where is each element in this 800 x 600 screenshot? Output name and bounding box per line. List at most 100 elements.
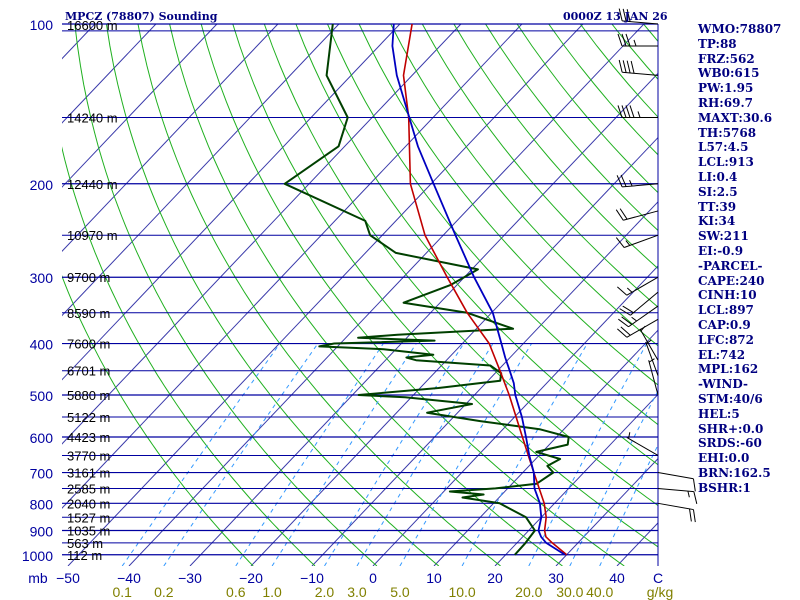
dry-adiabat-line xyxy=(295,24,658,466)
height-label: 7600 m xyxy=(67,337,110,352)
pressure-label: 800 xyxy=(30,496,54,512)
isotherm-line xyxy=(62,24,157,124)
stat-cinh: CINH:10 xyxy=(698,288,757,303)
mixing-ratio-line xyxy=(235,343,384,566)
stat-lfc: LFC:872 xyxy=(698,332,754,347)
parcel-trace xyxy=(402,24,568,556)
stat-parcel-header: -PARCEL- xyxy=(698,258,763,273)
mixing-ratio-tick-label: 3.0 xyxy=(347,584,367,600)
stat-th: TH:5768 xyxy=(698,125,757,140)
wind-barb xyxy=(617,318,659,338)
isotherm-line xyxy=(62,24,218,188)
sounding-traces xyxy=(283,24,570,556)
stability-index-panel: WMO:78807 TP:88 FRZ:562 WB0:615 PW:1.95 … xyxy=(698,22,798,496)
mixing-ratio-line xyxy=(356,343,494,566)
mixing-ratio-line xyxy=(121,343,281,566)
height-label: 4423 m xyxy=(67,430,110,445)
dry-adiabat-line xyxy=(74,24,378,566)
stat-frz: FRZ:562 xyxy=(698,51,755,66)
height-label: 1035 m xyxy=(67,523,110,538)
dry-adiabat-line xyxy=(169,24,563,566)
isotherm-line xyxy=(62,24,462,445)
wind-barb xyxy=(619,291,659,316)
wind-barb xyxy=(657,487,698,504)
temperature-tick-label: 30 xyxy=(548,570,564,586)
wind-barb xyxy=(617,105,658,118)
isotherm-line xyxy=(433,329,658,566)
mixing-ratio-line xyxy=(163,343,319,566)
dewpoint-trace xyxy=(283,24,570,556)
sounding-time: 0000Z 13 JAN 26 xyxy=(563,10,668,23)
wind-barb xyxy=(615,208,659,221)
height-label: 1527 m xyxy=(67,510,110,525)
axis-unit-label: mb xyxy=(28,570,48,586)
isotherm-line xyxy=(555,457,658,566)
stat-cap: CAP:0.9 xyxy=(698,317,751,332)
dry-adiabat-line xyxy=(62,275,254,566)
mixing-ratio-tick-label: 0.1 xyxy=(112,584,132,600)
stat-rh: RH:69.7 xyxy=(698,95,753,110)
dry-adiabat-line xyxy=(327,24,658,426)
stat-shr: SHR+:0.0 xyxy=(698,421,764,436)
stat-maxt: MAXT:30.6 xyxy=(698,110,773,125)
stat-ehi: EHI:0.0 xyxy=(698,451,750,466)
isobar-lines xyxy=(62,23,659,566)
wind-barb xyxy=(645,339,659,376)
isotherm-line xyxy=(62,24,523,509)
isotherm-line xyxy=(62,24,401,381)
temperature-unit-label: C xyxy=(653,570,663,586)
stat-tt: TT:39 xyxy=(698,199,737,214)
dry-adiabat-line xyxy=(453,24,658,270)
dry-adiabat-line xyxy=(200,24,625,566)
isotherm-line xyxy=(62,24,279,252)
mixing-ratio-line xyxy=(599,443,658,566)
temperature-tick-label: 20 xyxy=(487,570,503,586)
mixing-ratio-tick-label: 10.0 xyxy=(448,584,475,600)
isotherm-line xyxy=(128,24,645,566)
height-label: 14240 m xyxy=(67,110,118,125)
dry-adiabat-line xyxy=(358,24,658,386)
stat-ki: KI:34 xyxy=(698,214,736,229)
isotherm-line xyxy=(67,24,584,566)
stat-stm: STM:40/6 xyxy=(698,391,763,406)
stat-hel: HEL:5 xyxy=(698,406,740,421)
pressure-label: 700 xyxy=(30,466,54,482)
pressure-label: 1000 xyxy=(22,548,53,564)
stat-cape: CAPE:240 xyxy=(698,273,765,288)
wind-barb xyxy=(617,33,658,47)
wind-barbs xyxy=(615,8,698,523)
height-label: 2040 m xyxy=(67,496,110,511)
stat-wmo: WMO:78807 xyxy=(698,22,782,36)
pressure-label: 100 xyxy=(30,17,54,33)
isotherm-line xyxy=(62,24,340,317)
station-title: MPCZ (78807) Sounding xyxy=(65,10,218,23)
stat-lcl: LCL:913 xyxy=(698,155,754,170)
mixing-ratio-line xyxy=(528,343,648,566)
pressure-label: 900 xyxy=(30,523,54,539)
height-label: 8590 m xyxy=(67,306,110,321)
dry-adiabat-line xyxy=(105,24,440,566)
pressure-label: 200 xyxy=(30,177,54,193)
height-label: 10970 m xyxy=(67,228,118,243)
isotherm-line xyxy=(494,393,658,566)
wind-barb xyxy=(618,59,659,76)
dry-adiabat-line xyxy=(62,146,316,566)
temperature-tick-label: −50 xyxy=(56,570,80,586)
wind-barb xyxy=(617,276,659,296)
wind-barb xyxy=(657,502,696,523)
temperature-tick-label: 0 xyxy=(369,570,377,586)
stat-wind-header: -WIND- xyxy=(698,377,748,392)
height-label: 5122 m xyxy=(67,410,110,425)
isotherm-line xyxy=(372,265,658,566)
stat-tp: TP:88 xyxy=(698,36,737,51)
wind-barb xyxy=(615,234,659,248)
stat-pw: PW:1.95 xyxy=(698,81,754,96)
dry-adiabat-line xyxy=(390,24,658,347)
height-label: 3770 m xyxy=(67,448,110,463)
pressure-label: 400 xyxy=(30,337,54,353)
temperature-tick-label: −40 xyxy=(117,570,141,586)
isotherm-line xyxy=(311,201,658,566)
mixing-ratio-tick-label: 40.0 xyxy=(586,584,613,600)
mixing-ratio-tick-label: 1.0 xyxy=(262,584,282,600)
